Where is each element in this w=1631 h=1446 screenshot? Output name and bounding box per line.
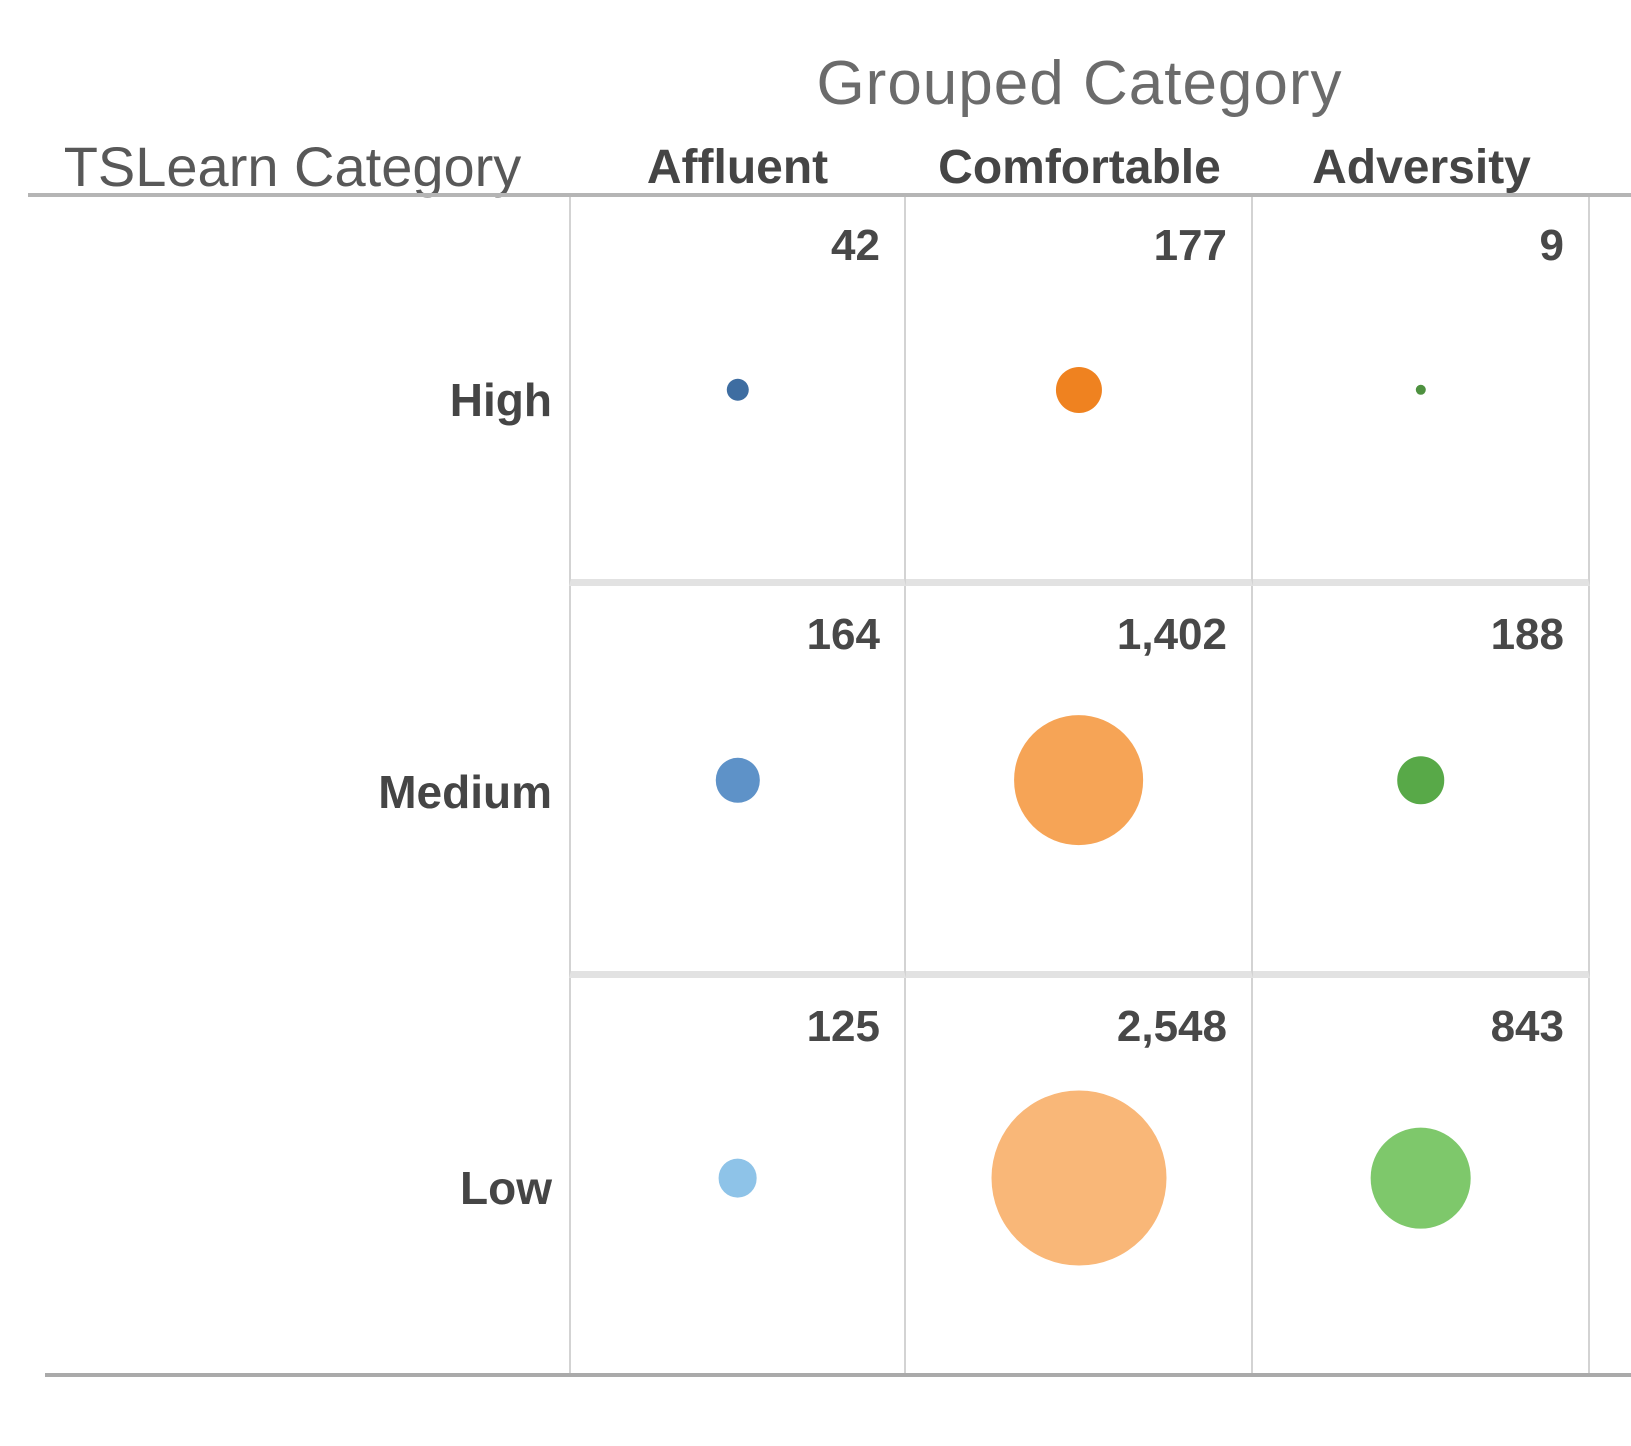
cell-value-label: 164: [806, 610, 880, 659]
row-header-low[interactable]: Low: [460, 1162, 552, 1214]
row-dimension-label: TSLearn Category: [63, 135, 522, 198]
bottom-axis-line: [45, 1373, 1631, 1377]
bubble-low-comfortable[interactable]: [991, 1090, 1166, 1266]
row-header-high[interactable]: High: [449, 374, 552, 426]
bubble-low-adversity[interactable]: [1370, 1128, 1471, 1229]
matrix-cell-medium-adversity: 188: [1253, 586, 1590, 978]
bubble-medium-affluent[interactable]: [715, 758, 760, 803]
bubble-high-affluent[interactable]: [726, 378, 749, 402]
column-header-adversity[interactable]: Adversity: [1312, 141, 1531, 194]
matrix-cell-low-comfortable: 2,548: [906, 978, 1253, 1375]
bubble-high-adversity[interactable]: [1415, 384, 1426, 396]
matrix-cell-low-adversity: 843: [1253, 978, 1590, 1375]
chart-title: Grouped Category: [816, 49, 1343, 118]
bubble-medium-adversity[interactable]: [1396, 756, 1445, 805]
cell-value-label: 2,548: [1116, 1002, 1227, 1051]
matrix-cell-high-affluent: 42: [569, 197, 906, 586]
cell-value-label: 9: [1539, 221, 1564, 270]
cell-value-label: 42: [831, 221, 880, 270]
header-divider-line: [28, 193, 1631, 197]
cell-value-label: 1,402: [1116, 610, 1227, 659]
cell-value-label: 843: [1490, 1002, 1564, 1051]
cell-value-label: 125: [806, 1002, 880, 1051]
matrix-cell-medium-comfortable: 1,402: [906, 586, 1253, 978]
matrix-cell-high-adversity: 9: [1253, 197, 1590, 586]
bubble-low-affluent[interactable]: [718, 1159, 757, 1198]
cell-value-label: 177: [1153, 221, 1227, 270]
column-header-affluent[interactable]: Affluent: [646, 141, 829, 194]
bubble-medium-comfortable[interactable]: [1013, 715, 1144, 846]
row-header-medium[interactable]: Medium: [378, 766, 552, 818]
cell-value-label: 188: [1490, 610, 1564, 659]
matrix-grid: 42 177 9 164 1,402 188 125 2,548 843: [569, 197, 1590, 1375]
matrix-cell-medium-affluent: 164: [569, 586, 906, 978]
matrix-cell-high-comfortable: 177: [906, 197, 1253, 586]
bubble-high-comfortable[interactable]: [1055, 366, 1102, 413]
matrix-cell-low-affluent: 125: [569, 978, 906, 1375]
column-header-comfortable[interactable]: Comfortable: [938, 141, 1221, 194]
